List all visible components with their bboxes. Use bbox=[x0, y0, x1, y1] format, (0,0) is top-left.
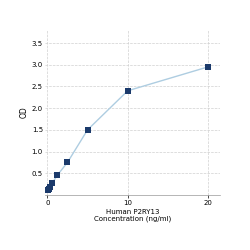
Point bbox=[48, 185, 52, 189]
Point bbox=[126, 89, 130, 93]
X-axis label: Human P2RY13
Concentration (ng/ml): Human P2RY13 Concentration (ng/ml) bbox=[94, 209, 171, 222]
Point bbox=[66, 160, 70, 164]
Point bbox=[46, 188, 50, 192]
Point bbox=[47, 187, 51, 191]
Point bbox=[50, 181, 54, 185]
Y-axis label: OD: OD bbox=[20, 106, 29, 118]
Point bbox=[86, 128, 89, 132]
Point bbox=[56, 173, 60, 177]
Point bbox=[206, 65, 210, 69]
